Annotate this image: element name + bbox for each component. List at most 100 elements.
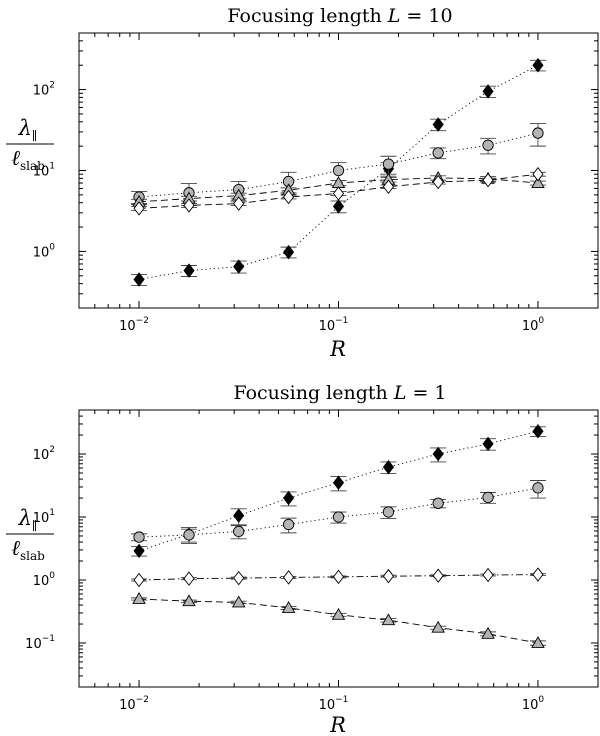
tick-base: 10 <box>33 165 50 180</box>
data-point-diamond <box>283 570 295 585</box>
data-point-diamond <box>233 196 245 211</box>
data-point-diamond <box>183 571 195 586</box>
ylabel-denominator-symbol: ℓ <box>11 536 20 560</box>
data-point-circle <box>532 127 544 139</box>
y-tick-label: 102 <box>33 445 55 463</box>
y-tick-label: 10−1 <box>25 634 55 652</box>
data-point-diamond <box>283 189 295 205</box>
x-tick-label: 100 <box>522 695 545 713</box>
series-grey-triangle <box>131 592 546 648</box>
tick-base: 10 <box>33 574 50 589</box>
series-grey-circle <box>131 480 546 543</box>
tick-exponent: −1 <box>335 695 348 705</box>
y-tick-label: 100 <box>33 571 56 589</box>
tick-exponent: −1 <box>42 634 55 644</box>
x-tick-label: 10−1 <box>319 695 349 713</box>
data-point-diamond <box>183 263 195 278</box>
title-variable: L <box>387 5 401 27</box>
data-point-triangle <box>531 636 545 648</box>
tick-exponent: 0 <box>49 242 55 252</box>
data-point-triangle <box>481 626 495 639</box>
panel-top-x-axis-label: R <box>329 337 346 361</box>
title-value: = 1 <box>406 382 446 404</box>
series-open-diamond <box>131 166 546 216</box>
data-point-circle <box>282 518 295 531</box>
ylabel-numerator-symbol: λ <box>18 506 32 530</box>
tick-base: 10 <box>33 84 50 99</box>
data-point-diamond <box>482 172 494 188</box>
tick-base: 10 <box>119 319 136 334</box>
tick-exponent: 0 <box>538 316 544 326</box>
panel-top-title: Focusing length L = 10 <box>227 5 452 27</box>
data-point-triangle <box>431 620 445 633</box>
data-point-diamond <box>382 179 395 194</box>
ylabel-numerator: λ∥ <box>18 506 38 533</box>
series-line <box>138 598 539 644</box>
tick-exponent: −2 <box>136 695 149 705</box>
data-point-triangle <box>281 601 296 613</box>
tick-base: 10 <box>319 698 336 713</box>
data-point-diamond <box>332 186 345 201</box>
data-point-diamond <box>432 568 444 583</box>
ylabel-numerator: λ∥ <box>18 116 38 143</box>
data-point-circle <box>482 491 494 504</box>
data-point-diamond <box>432 117 444 132</box>
data-point-diamond <box>133 543 145 559</box>
series-filled-diamond <box>131 57 546 287</box>
data-point-circle <box>432 147 444 159</box>
x-tick-label: 10−2 <box>119 695 149 713</box>
panel-bottom: Focusing length L = 1 λ∥ ℓslab R 10−2 10−… <box>6 382 599 736</box>
ylabel-numerator-subscript: ∥ <box>32 519 38 533</box>
data-point-circle <box>183 529 195 541</box>
title-prefix: Focusing length <box>233 382 393 404</box>
data-point-diamond <box>133 201 145 216</box>
series-line <box>138 64 539 280</box>
ylabel-denominator-symbol: ℓ <box>11 146 20 170</box>
tick-base: 10 <box>119 698 136 713</box>
data-point-triangle <box>381 613 396 626</box>
data-point-diamond <box>532 567 544 582</box>
data-point-triangle <box>531 176 545 188</box>
y-tick-label: 101 <box>33 162 55 180</box>
data-point-diamond <box>283 490 295 506</box>
y-tick-label: 101 <box>33 508 55 526</box>
data-point-diamond <box>532 57 544 73</box>
tick-exponent: 1 <box>49 162 55 172</box>
tick-base: 10 <box>319 319 336 334</box>
data-point-circle <box>482 139 494 151</box>
data-point-diamond <box>332 199 345 214</box>
data-point-circle <box>233 525 245 538</box>
tick-base: 10 <box>522 319 539 334</box>
data-point-diamond <box>532 166 544 182</box>
data-point-circle <box>382 158 395 170</box>
tick-exponent: 0 <box>538 695 544 705</box>
tick-exponent: 2 <box>49 81 55 91</box>
data-point-circle <box>382 506 395 518</box>
x-tick-label: 100 <box>522 316 545 334</box>
ylabel-numerator-symbol: λ <box>18 116 32 140</box>
data-point-diamond <box>432 174 444 190</box>
data-point-diamond <box>183 198 195 213</box>
data-point-diamond <box>233 570 245 586</box>
tick-exponent: 2 <box>49 445 55 455</box>
ylabel-denominator-subscript: slab <box>20 549 45 563</box>
tick-exponent: −2 <box>136 316 149 326</box>
y-tick-label: 102 <box>33 81 55 99</box>
tick-base: 10 <box>33 245 50 260</box>
tick-base: 10 <box>33 511 50 526</box>
series-open-diamond <box>131 567 546 588</box>
data-point-circle <box>133 531 145 543</box>
ylabel-denominator: ℓslab <box>11 146 45 173</box>
x-tick-label: 10−1 <box>319 316 349 334</box>
tick-base: 10 <box>25 637 42 652</box>
x-tick-label: 10−2 <box>119 316 149 334</box>
data-point-diamond <box>133 572 145 588</box>
data-point-diamond <box>382 568 395 584</box>
panel-top: Focusing length L = 10 λ∥ ℓslab R 10−2 10… <box>6 5 599 361</box>
data-point-circle <box>432 497 444 509</box>
data-point-diamond <box>233 508 245 523</box>
data-point-diamond <box>332 569 345 585</box>
tick-exponent: 0 <box>49 571 55 581</box>
title-prefix: Focusing length <box>227 5 387 27</box>
data-point-diamond <box>332 475 345 490</box>
